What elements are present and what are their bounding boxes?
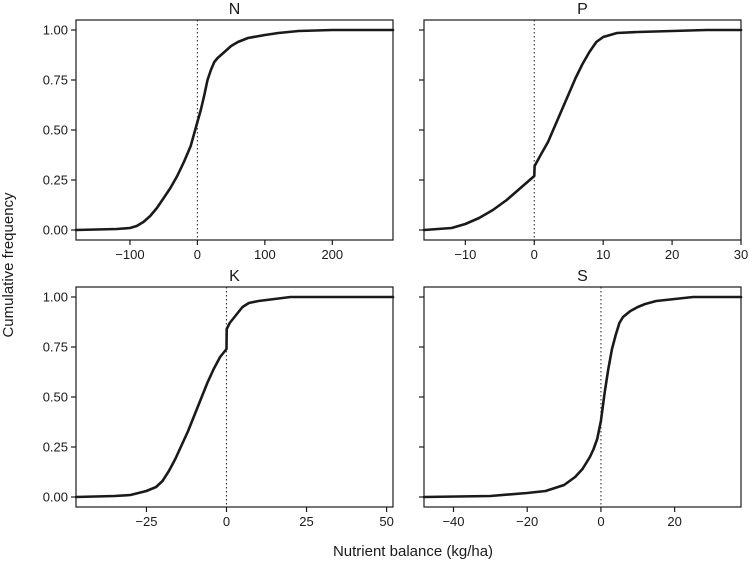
x-tick-label: −25 xyxy=(135,514,157,529)
y-tick-label: 0.25 xyxy=(43,440,68,455)
cdf-series-line xyxy=(74,28,395,232)
panel-frame xyxy=(423,286,742,508)
panel-title: S xyxy=(577,268,588,285)
x-tick-label: −10 xyxy=(454,247,476,262)
x-axis-title: Nutrient balance (kg/ha) xyxy=(333,543,493,560)
panel-title: N xyxy=(229,1,241,18)
x-tick-label: 30 xyxy=(734,247,748,262)
y-tick-label: 0.75 xyxy=(43,73,68,88)
y-tick-label: 0.00 xyxy=(43,223,68,238)
panel-n: 0.00 0.25 0.50 0.75 1.00 −100 0 100 200 N xyxy=(43,1,395,262)
x-tick-label: 0 xyxy=(194,247,201,262)
panel-frame xyxy=(75,19,394,241)
y-tick-label: 1.00 xyxy=(43,290,68,305)
x-tick-label: 20 xyxy=(667,514,681,529)
y-tick-label: 0.50 xyxy=(43,390,68,405)
panel-k: 0.00 0.25 0.50 0.75 1.00 −25 0 25 50 K xyxy=(43,268,395,529)
y-tick-label: 0.50 xyxy=(43,123,68,138)
x-tick-label: 200 xyxy=(321,247,343,262)
panel-title: P xyxy=(577,1,588,18)
y-tick-label: 0.75 xyxy=(43,340,68,355)
y-tick-label: 0.00 xyxy=(43,490,68,505)
panel-title: K xyxy=(229,268,240,285)
panel-frame xyxy=(75,286,394,508)
y-tick-label: 1.00 xyxy=(43,23,68,38)
x-tick-label: 0 xyxy=(223,514,230,529)
panel-s: −40 −20 0 20 S xyxy=(419,268,743,529)
x-tick-label: −40 xyxy=(442,514,464,529)
x-tick-label: 50 xyxy=(379,514,393,529)
panel-p: −10 0 10 20 30 P xyxy=(419,1,748,262)
x-tick-label: 25 xyxy=(299,514,313,529)
x-tick-label: 0 xyxy=(531,247,538,262)
y-axis-title: Cumulative frequency xyxy=(0,192,17,338)
cdf-series-line xyxy=(422,295,743,499)
cdf-series-line xyxy=(74,295,395,499)
x-tick-label: 100 xyxy=(254,247,276,262)
x-tick-label: −100 xyxy=(115,247,144,262)
x-tick-label: 10 xyxy=(596,247,610,262)
x-tick-label: 20 xyxy=(665,247,679,262)
x-tick-label: 0 xyxy=(597,514,604,529)
y-tick-label: 0.25 xyxy=(43,173,68,188)
cdf-series-line xyxy=(422,28,743,232)
panel-frame xyxy=(423,19,742,241)
x-tick-label: −20 xyxy=(516,514,538,529)
